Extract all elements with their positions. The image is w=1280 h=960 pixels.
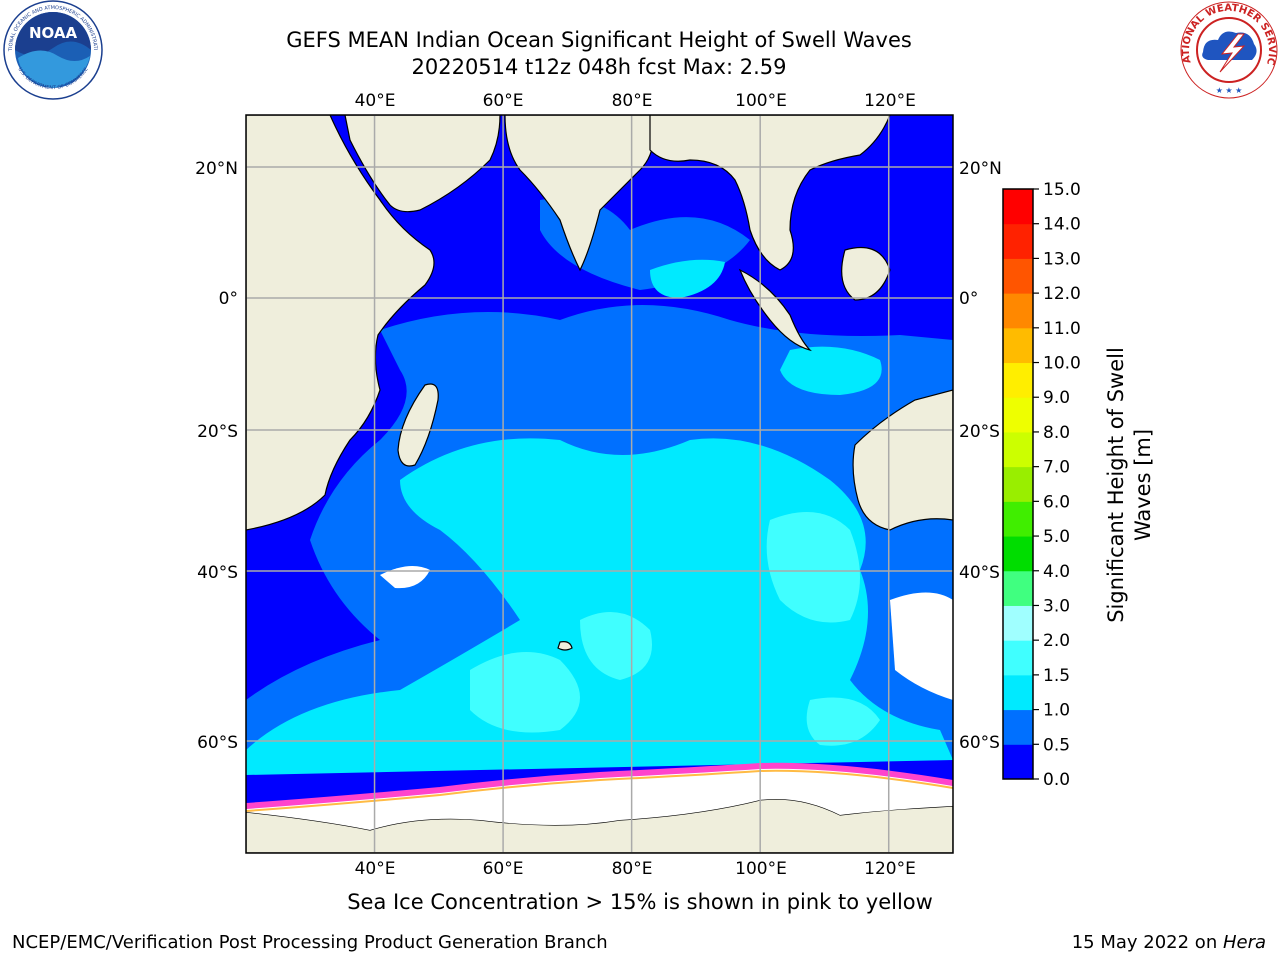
lat-tick-right: 60°S [959, 733, 1000, 753]
colorbar-tick-label: 14.0 [1043, 215, 1081, 235]
map-field [246, 115, 953, 853]
colorbar-tick-label: 8.0 [1043, 423, 1070, 443]
sea-ice-zone [246, 765, 953, 830]
lon-labels-top: 40°E 60°E 80°E 100°E 120°E [355, 91, 916, 111]
land-india [504, 115, 654, 272]
lat-tick-left: 20°S [197, 422, 238, 442]
colorbar-tick-label: 1.5 [1043, 666, 1070, 686]
gridlines [246, 115, 953, 853]
colorbar-tick-label: 15.0 [1043, 180, 1081, 200]
colorbar-segment [1003, 293, 1033, 329]
colorbar-tick-label: 1.0 [1043, 701, 1070, 721]
lon-tick-top: 80°E [612, 91, 653, 111]
contour-1.5-2.0-a [766, 512, 860, 623]
colorbar-segment [1003, 223, 1033, 259]
lon-tick-top: 120°E [864, 91, 916, 111]
lon-tick-top: 40°E [355, 91, 396, 111]
sea-ice-edge-inner [246, 769, 953, 812]
lat-tick-left: 40°S [197, 563, 238, 583]
map-frame [245, 114, 954, 854]
colorbar-segment [1003, 605, 1033, 641]
colorbar-segment [1003, 640, 1033, 676]
chart-title: GEFS MEAN Indian Ocean Significant Heigh… [286, 28, 912, 52]
lat-labels-left: 20°N 0° 20°S 40°S 60°S [195, 159, 238, 753]
colorbar-segment [1003, 189, 1033, 225]
lon-tick-bottom: 80°E [612, 859, 653, 879]
colorbar-label-line1: Significant Height of Swell [1104, 347, 1128, 623]
sea-ice-edge [246, 762, 953, 809]
land-kerguelen [557, 641, 573, 651]
contour-1.0-1.5-east [780, 346, 882, 395]
colorbar-tick-label: 5.0 [1043, 527, 1070, 547]
colorbar-segment [1003, 258, 1033, 294]
colorbar-segment [1003, 744, 1033, 780]
colorbar-segment [1003, 536, 1033, 572]
colorbar-segment [1003, 709, 1033, 745]
colorbar-tick-label: 4.0 [1043, 562, 1070, 582]
lat-tick-right: 20°N [959, 159, 1002, 179]
contour-1.0-1.5-equator [650, 259, 725, 298]
colorbar-segment [1003, 570, 1033, 606]
lon-tick-top: 100°E [735, 91, 787, 111]
colorbar-tick-label: 10.0 [1043, 354, 1081, 374]
colorbar-tick-label: 0.5 [1043, 735, 1070, 755]
lon-labels-bottom: 40°E 60°E 80°E 100°E 120°E [355, 859, 916, 879]
lat-tick-right: 0° [959, 289, 978, 309]
lat-tick-left: 20°N [195, 159, 238, 179]
lon-tick-bottom: 100°E [735, 859, 787, 879]
footer-credit: NCEP/EMC/Verification Post Processing Pr… [12, 932, 608, 953]
sea-ice-note: Sea Ice Concentration > 15% is shown in … [347, 890, 933, 914]
colorbar-frame [1002, 188, 1034, 780]
colorbar-tick-label: 13.0 [1043, 249, 1081, 269]
colorbar-segment [1003, 466, 1033, 502]
colorbar-ticks: 0.0 0.5 1.0 1.5 2.0 3.0 4.0 5.0 6.0 7.0 8.0 9.0 10.0… [1033, 180, 1081, 790]
lon-tick-bottom: 120°E [864, 859, 916, 879]
colorbar-tick-label: 11.0 [1043, 319, 1081, 339]
colorbar-segment [1003, 501, 1033, 537]
colorbar-segment [1003, 362, 1033, 398]
colorbar-tick-label: 12.0 [1043, 284, 1081, 304]
colorbar-tick-label: 7.0 [1043, 458, 1070, 478]
colorbar-segment [1003, 674, 1033, 711]
nws-logo: NATIONAL WEATHER SERVICE ★ ★ ★ [1178, 0, 1278, 99]
footer-date-text: 15 May 2022 on [1071, 932, 1223, 953]
lat-tick-right: 20°S [959, 422, 1000, 442]
land-africa [246, 115, 435, 531]
land [246, 115, 953, 853]
lon-tick-bottom: 60°E [483, 859, 524, 879]
colorbar-segment [1003, 397, 1033, 433]
contour-1.5-2.0-c [580, 612, 652, 680]
colorbar-tick-label: 2.0 [1043, 631, 1070, 651]
footer-host: Hera [1222, 932, 1266, 953]
lat-tick-right: 40°S [959, 563, 1000, 583]
colorbar [1002, 188, 1034, 780]
noaa-logo: NOAA NATIONAL OCEANIC AND ATMOSPHERIC AD… [0, 0, 103, 100]
chart-subtitle: 20220514 t12z 048h fcst Max: 2.59 [411, 55, 787, 79]
noaa-logo-text: NOAA [29, 24, 78, 42]
colorbar-tick-label: 0.0 [1043, 770, 1070, 790]
footer-date: 15 May 2022 on Hera [1072, 932, 1266, 953]
contour-1.5-2.0-d [806, 697, 880, 746]
svg-text:★ ★ ★: ★ ★ ★ [1216, 86, 1243, 95]
lat-tick-left: 60°S [197, 733, 238, 753]
colorbar-tick-label: 6.0 [1043, 492, 1070, 512]
masked-southeast [890, 592, 953, 700]
colorbar-tick-label: 9.0 [1043, 388, 1070, 408]
lat-labels-right: 20°N 0° 20°S 40°S 60°S [959, 159, 1002, 753]
land-australia [852, 389, 953, 531]
lon-tick-bottom: 40°E [355, 859, 396, 879]
land-borneo [841, 246, 891, 301]
colorbar-tick-label: 3.0 [1043, 596, 1070, 616]
contour-1.5-2.0-b [470, 652, 580, 733]
lon-tick-top: 60°E [483, 91, 524, 111]
land-indochina [649, 115, 891, 271]
colorbar-segment [1003, 431, 1033, 468]
colorbar-segment [1003, 327, 1033, 364]
lat-tick-left: 0° [219, 289, 238, 309]
colorbar-label-line2: Waves [m] [1131, 429, 1155, 541]
